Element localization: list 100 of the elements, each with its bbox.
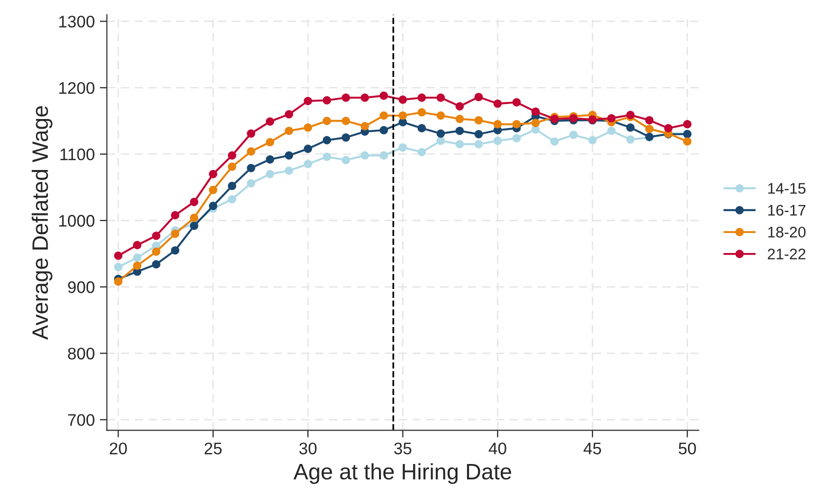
point — [133, 254, 142, 262]
point — [322, 116, 332, 126]
point — [266, 155, 274, 164]
point — [493, 120, 502, 128]
point — [512, 134, 521, 142]
point — [228, 182, 236, 190]
x-tick-label: 45 — [584, 442, 602, 454]
point — [531, 118, 540, 128]
point — [342, 156, 350, 164]
point — [284, 126, 294, 136]
point — [380, 151, 388, 160]
point — [380, 126, 388, 134]
point — [246, 147, 256, 156]
point — [152, 248, 160, 256]
point — [474, 140, 483, 148]
legend-label: 16-17 — [768, 204, 806, 216]
point — [360, 94, 370, 102]
point — [228, 195, 236, 204]
y-tick-label: 1300 — [59, 16, 94, 28]
point — [456, 102, 464, 110]
point — [456, 140, 464, 148]
point — [683, 120, 692, 128]
y-tick-label: 900 — [68, 281, 94, 294]
legend-label: 18-20 — [768, 226, 806, 238]
point — [114, 252, 122, 260]
point — [342, 133, 350, 142]
point — [266, 117, 274, 126]
y-tick-label: 700 — [68, 414, 94, 426]
point — [569, 130, 578, 140]
point — [493, 136, 502, 145]
point — [133, 261, 142, 270]
x-tick-label: 20 — [110, 442, 127, 454]
x-tick-label: 50 — [678, 442, 696, 454]
point — [304, 144, 312, 153]
point — [342, 116, 350, 126]
point — [436, 111, 445, 120]
point — [436, 136, 445, 145]
point — [228, 162, 236, 171]
point — [418, 108, 426, 116]
point — [607, 126, 616, 136]
y-tick-label: 1100 — [60, 148, 94, 160]
point — [626, 135, 635, 144]
point — [304, 123, 312, 132]
x-axis-title: Age at the Hiring Date — [294, 463, 512, 484]
point — [304, 96, 312, 106]
point — [114, 262, 122, 272]
x-tick-label: 25 — [204, 442, 222, 454]
point — [228, 151, 236, 160]
point — [284, 110, 294, 118]
y-tick-label: 800 — [68, 348, 94, 360]
point — [170, 211, 180, 220]
point — [436, 94, 445, 102]
legend-label: 21-22 — [768, 248, 806, 260]
point — [664, 124, 673, 132]
point — [531, 107, 540, 116]
point — [208, 186, 218, 194]
point — [208, 170, 218, 178]
point — [284, 166, 294, 175]
point — [266, 170, 274, 178]
point — [133, 240, 142, 250]
point — [474, 116, 483, 124]
point — [550, 137, 559, 146]
x-tick-label: 30 — [299, 442, 317, 454]
point — [170, 230, 180, 238]
x-tick-label: 40 — [488, 442, 506, 454]
point — [512, 98, 521, 106]
point — [418, 94, 426, 102]
point — [456, 126, 464, 136]
point — [456, 114, 464, 124]
point — [398, 95, 407, 104]
point — [380, 92, 388, 100]
point — [322, 96, 332, 104]
point — [190, 214, 198, 222]
point — [418, 124, 426, 132]
point — [588, 136, 597, 144]
point — [322, 152, 332, 161]
point — [493, 99, 502, 108]
point — [342, 94, 350, 102]
point — [607, 114, 616, 122]
y-tick-label: 1000 — [59, 214, 94, 227]
point — [645, 116, 654, 124]
point — [152, 232, 160, 240]
legend-label: 14-15 — [768, 183, 806, 194]
point — [645, 124, 654, 134]
point — [436, 129, 445, 138]
y-axis-title: Average Deflated Wage — [32, 106, 52, 340]
point — [474, 130, 483, 138]
point — [683, 137, 692, 146]
point — [512, 120, 521, 128]
point — [170, 246, 180, 255]
point — [114, 277, 122, 286]
point — [304, 160, 312, 168]
point — [284, 151, 294, 160]
point — [246, 179, 256, 188]
y-tick-label: 1200 — [59, 82, 94, 94]
point — [152, 260, 160, 268]
point — [208, 202, 218, 210]
point — [398, 111, 407, 120]
point — [474, 92, 483, 102]
point — [380, 111, 388, 120]
